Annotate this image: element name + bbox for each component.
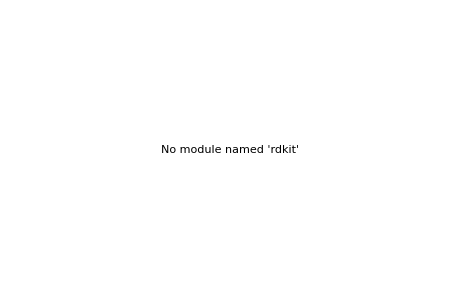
Text: No module named 'rdkit': No module named 'rdkit' (161, 145, 298, 155)
